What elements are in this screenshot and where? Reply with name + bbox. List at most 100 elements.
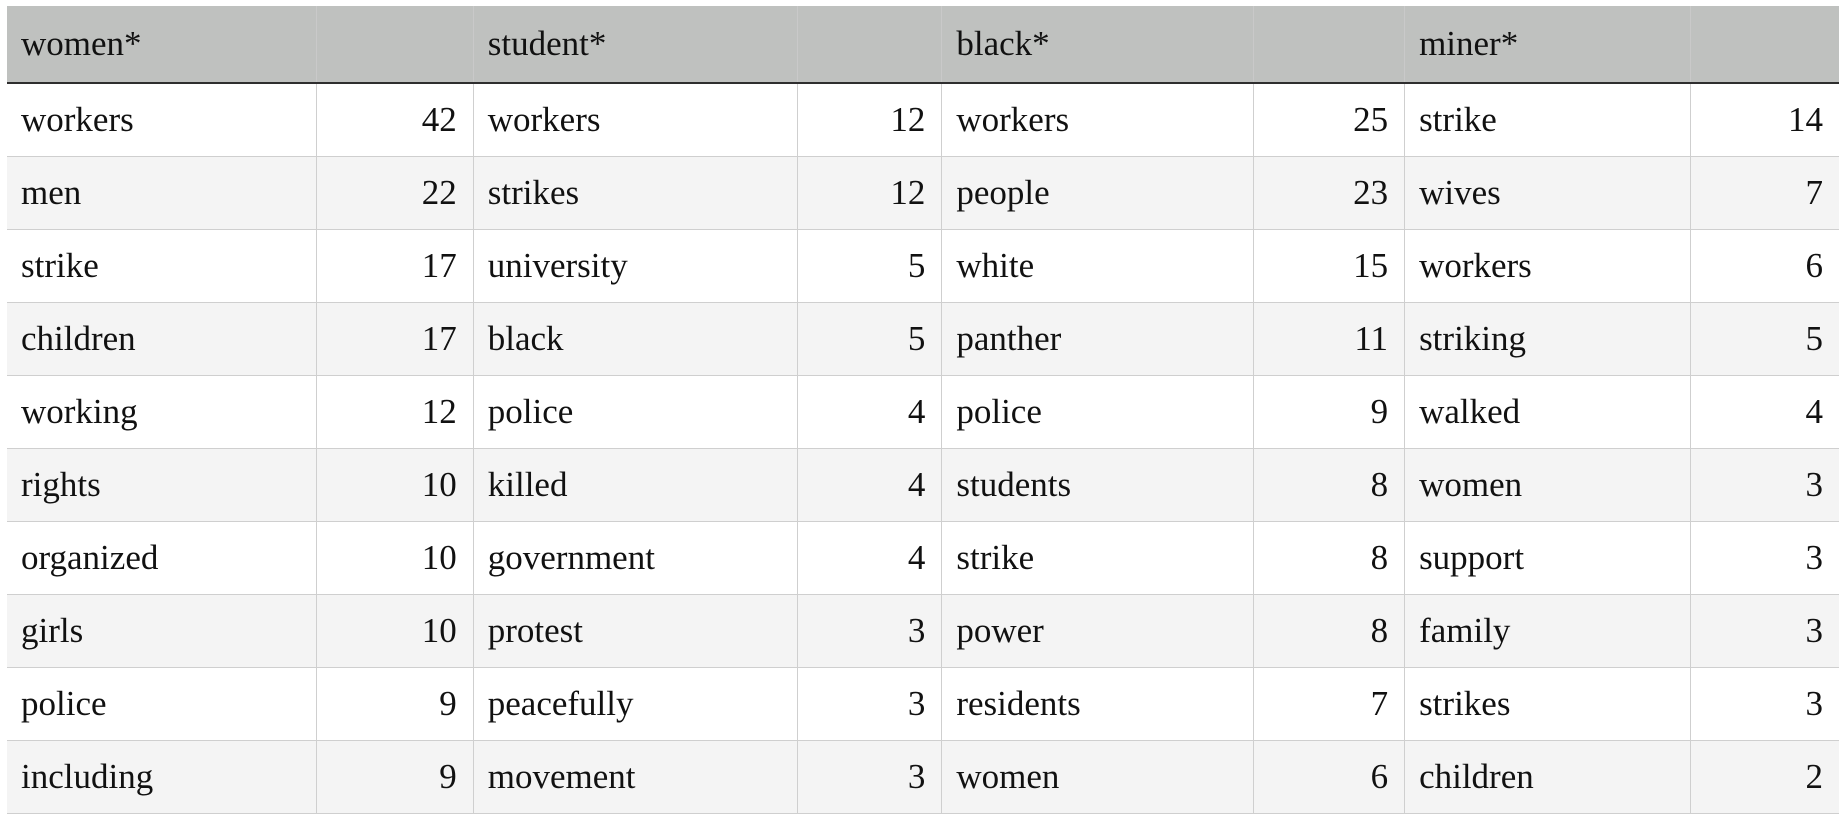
word-cell: people	[941, 156, 1254, 230]
count-cell: 7	[1689, 156, 1839, 230]
table-row: girls 10 protest 3 power 8 family 3	[7, 594, 1839, 668]
word-frequency-table: women* student* black* miner* workers 42 work…	[7, 6, 1839, 814]
word-cell: police	[941, 375, 1254, 449]
column-header-count	[797, 6, 942, 84]
count-cell: 8	[1252, 521, 1405, 595]
word-cell: workers	[941, 83, 1254, 157]
word-cell: women	[941, 740, 1254, 814]
column-header-count	[1689, 6, 1839, 84]
word-cell: children	[7, 302, 317, 376]
count-cell: 3	[797, 594, 942, 668]
word-cell: killed	[472, 448, 798, 522]
table-row: men 22 strikes 12 people 23 wives 7	[7, 156, 1839, 230]
table-row: organized 10 government 4 strike 8 support 3	[7, 521, 1839, 595]
table-row: working 12 police 4 police 9 walked 4	[7, 375, 1839, 449]
count-cell: 3	[1689, 667, 1839, 741]
count-cell: 9	[1252, 375, 1405, 449]
count-cell: 12	[797, 156, 942, 230]
count-cell: 3	[1689, 521, 1839, 595]
word-cell: wives	[1404, 156, 1691, 230]
column-header-term: women*	[7, 6, 317, 84]
word-cell: police	[7, 667, 317, 741]
word-cell: men	[7, 156, 317, 230]
count-cell: 8	[1252, 448, 1405, 522]
count-cell: 4	[797, 448, 942, 522]
header-row: women* student* black* miner*	[7, 6, 1839, 84]
word-cell: striking	[1404, 302, 1691, 376]
word-cell: strike	[7, 229, 317, 303]
count-cell: 3	[797, 740, 942, 814]
word-cell: movement	[472, 740, 798, 814]
word-cell: government	[472, 521, 798, 595]
count-cell: 7	[1252, 667, 1405, 741]
word-cell: power	[941, 594, 1254, 668]
word-cell: residents	[941, 667, 1254, 741]
word-cell: black	[472, 302, 798, 376]
count-cell: 22	[315, 156, 474, 230]
count-cell: 4	[797, 375, 942, 449]
count-cell: 8	[1252, 594, 1405, 668]
word-cell: support	[1404, 521, 1691, 595]
word-cell: strikes	[472, 156, 798, 230]
column-header-term: miner*	[1404, 6, 1691, 84]
count-cell: 5	[797, 302, 942, 376]
word-cell: protest	[472, 594, 798, 668]
count-cell: 2	[1689, 740, 1839, 814]
word-cell: workers	[1404, 229, 1691, 303]
word-cell: peacefully	[472, 667, 798, 741]
count-cell: 15	[1252, 229, 1405, 303]
count-cell: 10	[315, 448, 474, 522]
table-row: including 9 movement 3 women 6 children 2	[7, 740, 1839, 814]
table-row: rights 10 killed 4 students 8 women 3	[7, 448, 1839, 522]
word-cell: family	[1404, 594, 1691, 668]
word-cell: white	[941, 229, 1254, 303]
count-cell: 3	[797, 667, 942, 741]
column-header-term: black*	[941, 6, 1254, 84]
word-cell: organized	[7, 521, 317, 595]
word-cell: girls	[7, 594, 317, 668]
table-row: police 9 peacefully 3 residents 7 strikes 3	[7, 667, 1839, 741]
word-cell: strike	[1404, 83, 1691, 157]
count-cell: 3	[1689, 594, 1839, 668]
count-cell: 4	[797, 521, 942, 595]
word-cell: workers	[7, 83, 317, 157]
count-cell: 6	[1689, 229, 1839, 303]
count-cell: 23	[1252, 156, 1405, 230]
count-cell: 5	[797, 229, 942, 303]
count-cell: 12	[797, 83, 942, 157]
count-cell: 9	[315, 667, 474, 741]
word-cell: university	[472, 229, 798, 303]
table-header: women* student* black* miner*	[7, 6, 1839, 84]
count-cell: 14	[1689, 83, 1839, 157]
word-cell: panther	[941, 302, 1254, 376]
word-cell: working	[7, 375, 317, 449]
column-header-count	[1252, 6, 1405, 84]
word-cell: women	[1404, 448, 1691, 522]
column-header-count	[315, 6, 474, 84]
table-row: children 17 black 5 panther 11 striking 5	[7, 302, 1839, 376]
column-header-term: student*	[472, 6, 798, 84]
word-cell: walked	[1404, 375, 1691, 449]
word-cell: strikes	[1404, 667, 1691, 741]
word-cell: strike	[941, 521, 1254, 595]
table-row: workers 42 workers 12 workers 25 strike 14	[7, 83, 1839, 157]
table-body: workers 42 workers 12 workers 25 strike 14 men 22…	[7, 83, 1839, 814]
table-row: strike 17 university 5 white 15 workers 6	[7, 229, 1839, 303]
count-cell: 5	[1689, 302, 1839, 376]
count-cell: 11	[1252, 302, 1405, 376]
count-cell: 4	[1689, 375, 1839, 449]
count-cell: 17	[315, 229, 474, 303]
word-cell: police	[472, 375, 798, 449]
count-cell: 3	[1689, 448, 1839, 522]
count-cell: 6	[1252, 740, 1405, 814]
count-cell: 25	[1252, 83, 1405, 157]
count-cell: 17	[315, 302, 474, 376]
count-cell: 10	[315, 594, 474, 668]
count-cell: 42	[315, 83, 474, 157]
word-cell: workers	[472, 83, 798, 157]
word-cell: rights	[7, 448, 317, 522]
word-cell: including	[7, 740, 317, 814]
count-cell: 10	[315, 521, 474, 595]
count-cell: 9	[315, 740, 474, 814]
word-cell: children	[1404, 740, 1691, 814]
